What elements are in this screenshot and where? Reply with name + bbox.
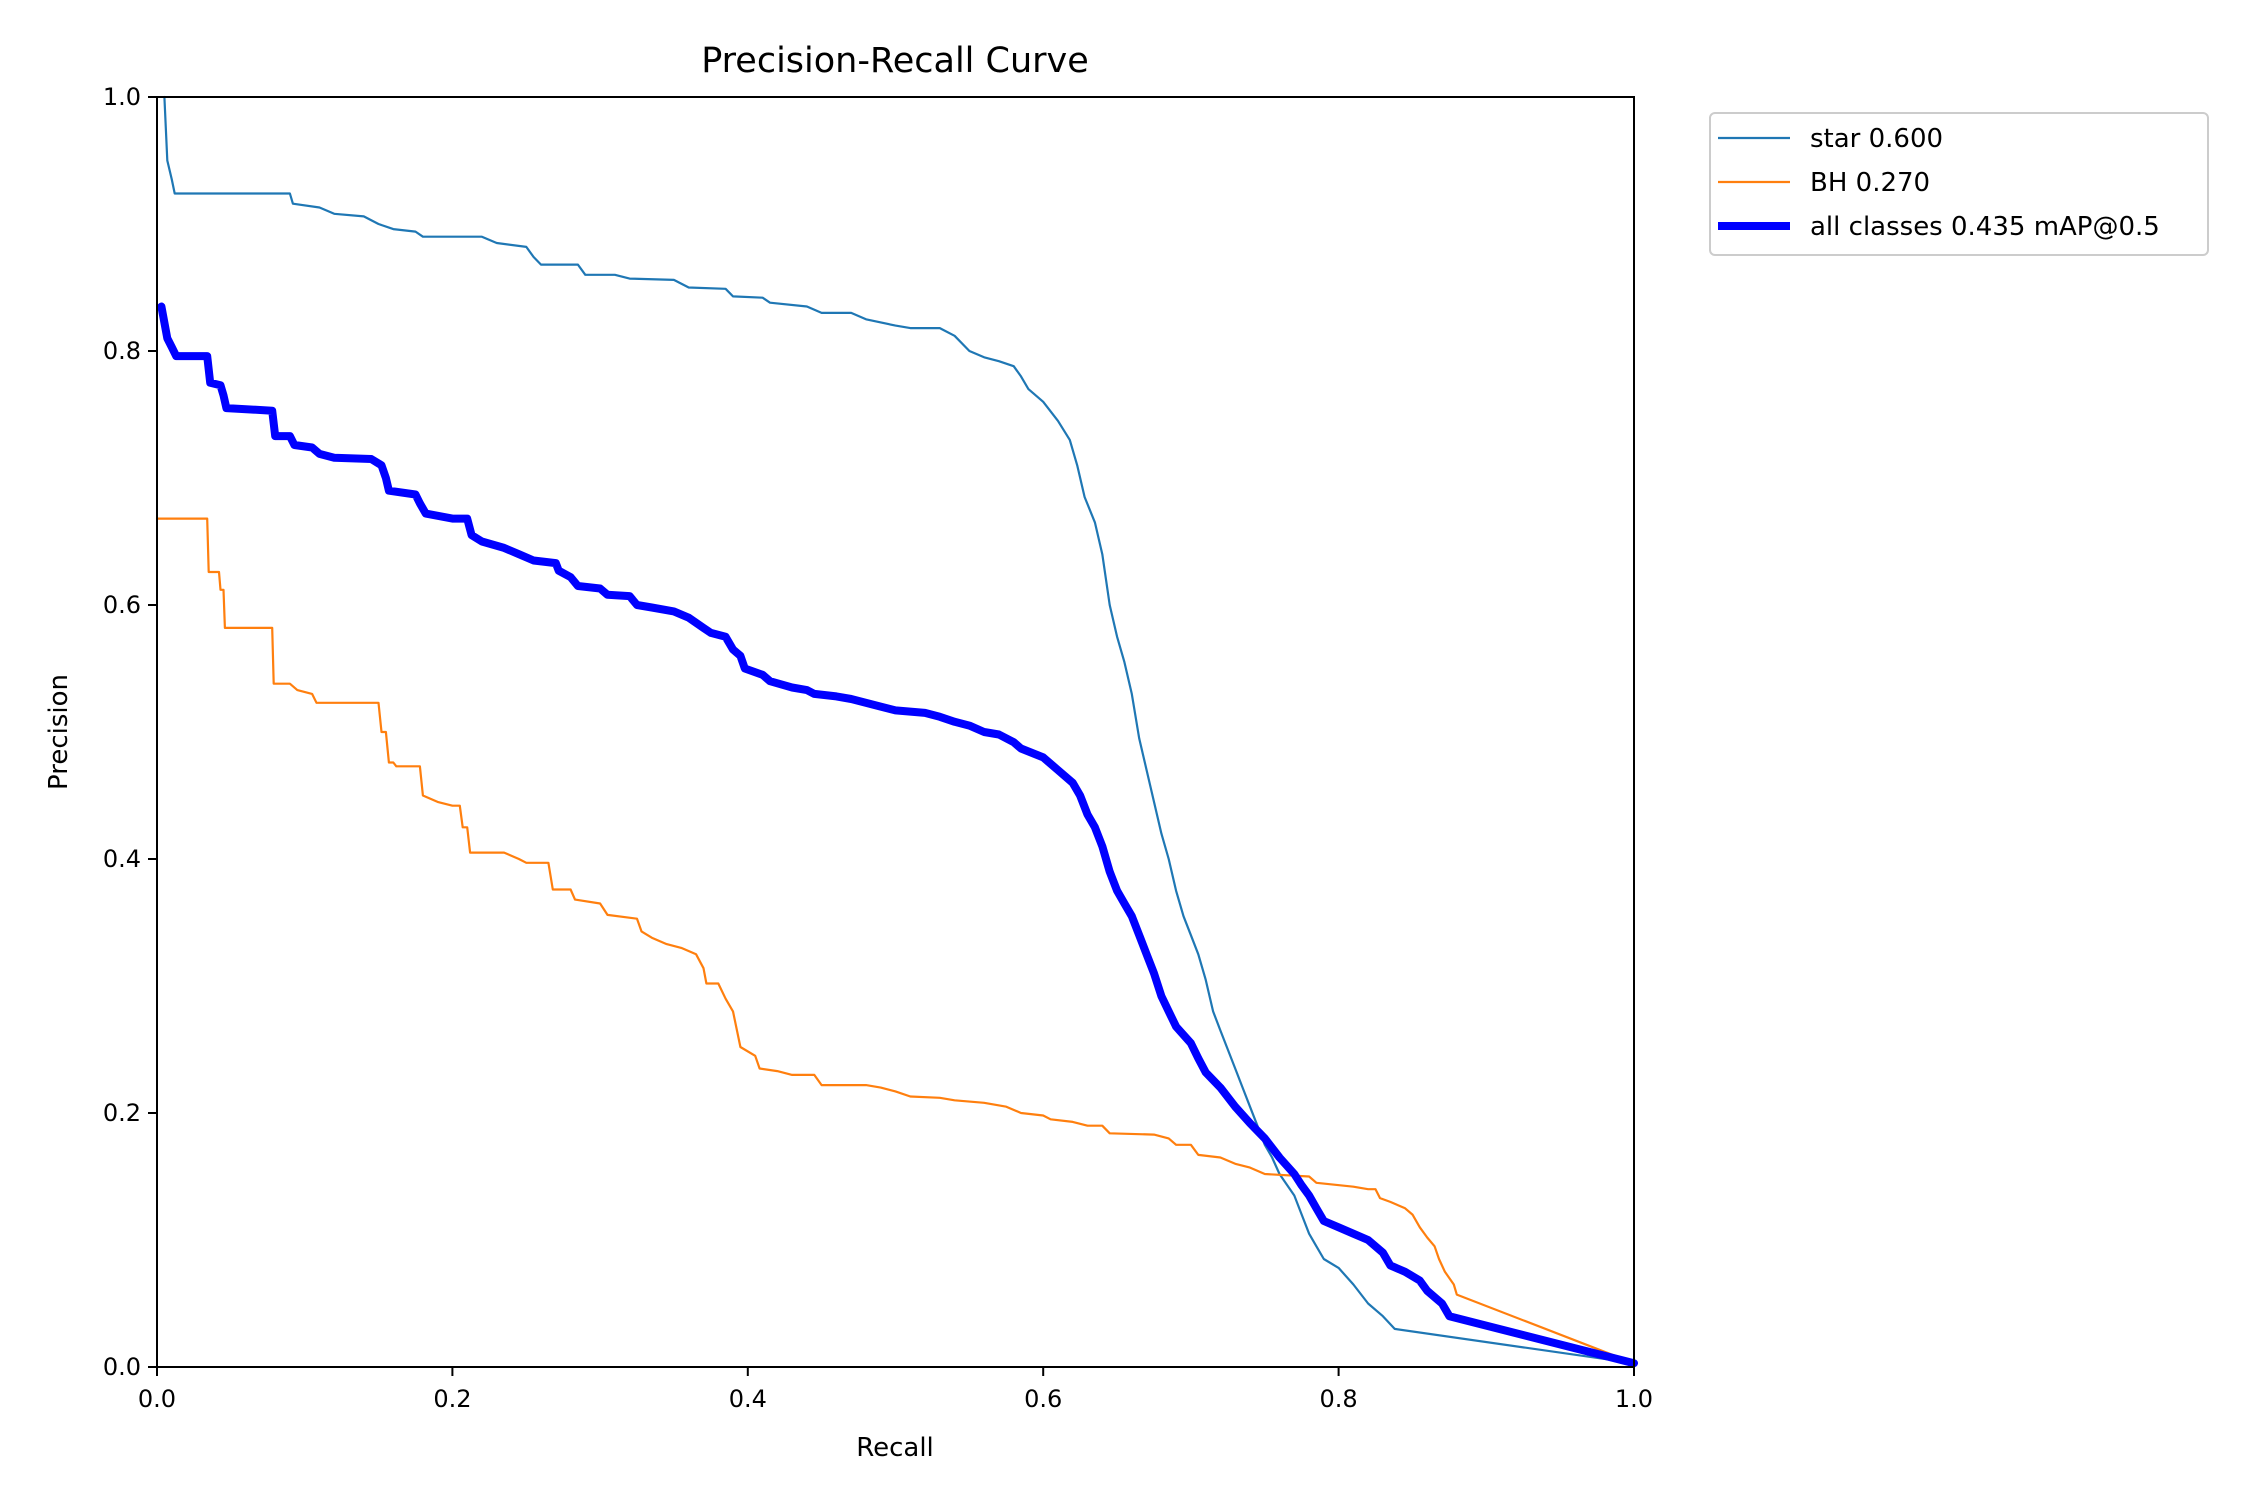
series-layer [155, 95, 1638, 1368]
x-tick-label: 0.4 [729, 1385, 767, 1413]
chart-title: Precision-Recall Curve [701, 41, 1089, 81]
y-tick-label: 0.8 [103, 337, 141, 365]
x-tick-label: 0.2 [433, 1385, 471, 1413]
legend-label-1: star 0.600 [1810, 124, 1943, 154]
x-axis-label: Recall [856, 1433, 934, 1463]
legend: star 0.600 BH 0.270 all classes 0.435 mAP@… [1709, 112, 2209, 256]
x-axis-ticks: 0.0 0.2 0.4 0.6 0.8 1.0 [138, 1367, 1653, 1413]
x-tick-label: 0.0 [138, 1385, 176, 1413]
y-axis-ticks: 0.0 0.2 0.4 0.6 0.8 1.0 [103, 83, 157, 1381]
series-line-2 [155, 517, 1636, 1365]
y-tick-label: 0.4 [103, 845, 141, 873]
plot-frame [156, 96, 1635, 1368]
series-line-3 [157, 302, 1638, 1368]
y-tick-label: 1.0 [103, 83, 141, 111]
y-tick-label: 0.2 [103, 1099, 141, 1127]
y-tick-label: 0.6 [103, 591, 141, 619]
legend-box [1709, 112, 2209, 256]
x-tick-label: 0.8 [1320, 1385, 1358, 1413]
x-tick-label: 1.0 [1615, 1385, 1653, 1413]
legend-label-3: all classes 0.435 mAP@0.5 [1810, 212, 2160, 242]
y-tick-label: 0.0 [103, 1353, 141, 1381]
legend-label-2: BH 0.270 [1810, 168, 1930, 198]
x-tick-label: 0.6 [1024, 1385, 1062, 1413]
y-axis-label: Precision [44, 674, 74, 790]
legend-entries: star 0.600 BH 0.270 all classes 0.435 mAP@… [1718, 124, 2160, 242]
